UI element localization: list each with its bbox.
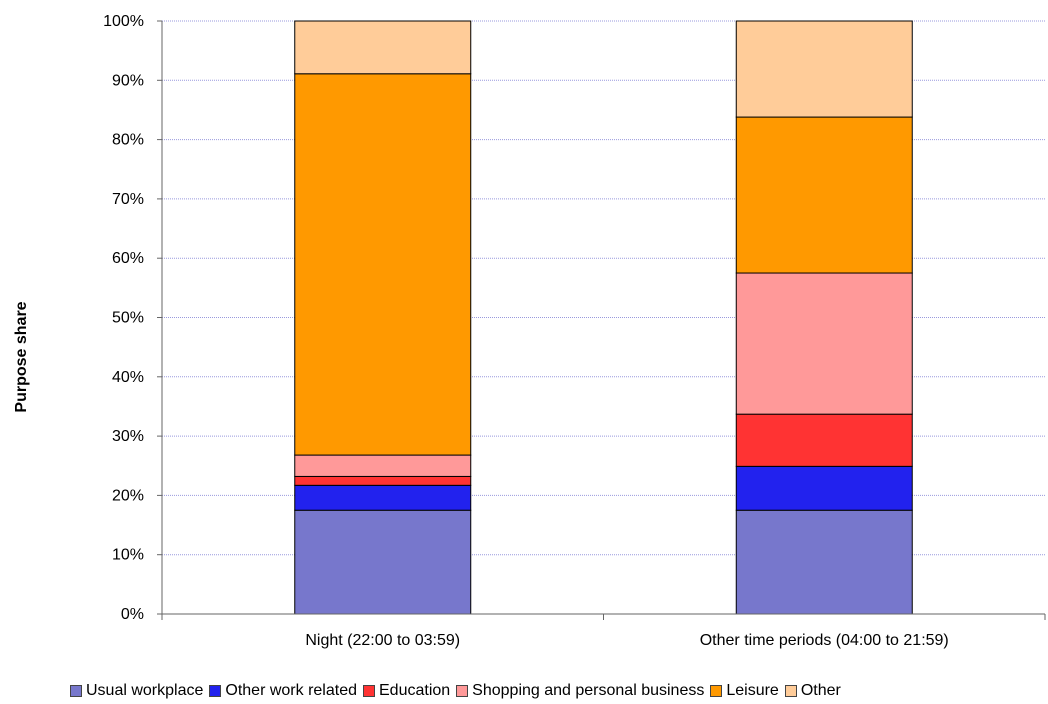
legend-label: Usual workplace xyxy=(86,682,204,699)
y-tick-label: 90% xyxy=(112,72,144,89)
y-tick-label: 70% xyxy=(112,191,144,208)
bar-segment xyxy=(294,475,472,486)
legend-item: Leisure xyxy=(710,682,779,700)
y-tick-label: 50% xyxy=(112,310,144,327)
legend-item: Usual workplace xyxy=(70,682,203,700)
x-axis-ticks: Night (22:00 to 03:59) Other time periods… xyxy=(161,614,1046,649)
y-axis-ticks: 0% 10% 20% 30% 40% 50% 60% 70% 80% 90% 100% xyxy=(103,13,162,623)
y-tick-label: 10% xyxy=(112,547,144,564)
x-tick-label: Other time periods (04:00 to 21:59) xyxy=(700,632,949,649)
legend-label: Leisure xyxy=(726,682,779,699)
bar-segment xyxy=(294,73,472,456)
bar-segment xyxy=(735,509,913,615)
y-tick-label: 20% xyxy=(112,487,144,504)
legend-swatch xyxy=(456,685,469,697)
y-axis-label: Purpose share xyxy=(13,301,30,413)
legend-item: Other work related xyxy=(209,682,357,700)
legend-swatch xyxy=(209,685,222,697)
legend-swatch xyxy=(710,685,723,697)
bars xyxy=(294,20,913,615)
legend-item: Other xyxy=(784,682,841,700)
bar-segment xyxy=(735,272,913,415)
legend-label: Other xyxy=(800,682,841,699)
y-tick-label: 80% xyxy=(112,132,144,149)
legend-label: Shopping and personal business xyxy=(472,682,705,699)
y-tick-label: 0% xyxy=(121,606,144,623)
bar-segment xyxy=(294,484,472,511)
legend-label: Other work related xyxy=(225,682,357,699)
legend-item: Shopping and personal business xyxy=(456,682,704,700)
bar-segment xyxy=(735,413,913,467)
bar-segment xyxy=(735,116,913,274)
legend-swatch xyxy=(363,685,375,697)
x-tick-label: Night (22:00 to 03:59) xyxy=(305,632,460,649)
y-tick-label: 60% xyxy=(112,250,144,267)
y-tick-label: 100% xyxy=(103,13,144,30)
legend-swatch xyxy=(784,685,797,697)
legend-label: Education xyxy=(379,682,451,699)
legend-item: Education xyxy=(363,682,450,700)
bar-segment xyxy=(294,454,472,477)
bar-segment xyxy=(294,509,472,615)
bar-segment xyxy=(294,20,472,75)
legend-swatch xyxy=(70,685,82,697)
bar-segment xyxy=(735,20,913,118)
y-tick-label: 40% xyxy=(112,369,144,386)
legend: Usual workplace Other work related Educati… xyxy=(70,680,847,702)
y-tick-label: 30% xyxy=(112,428,144,445)
bar-segment xyxy=(735,465,913,511)
